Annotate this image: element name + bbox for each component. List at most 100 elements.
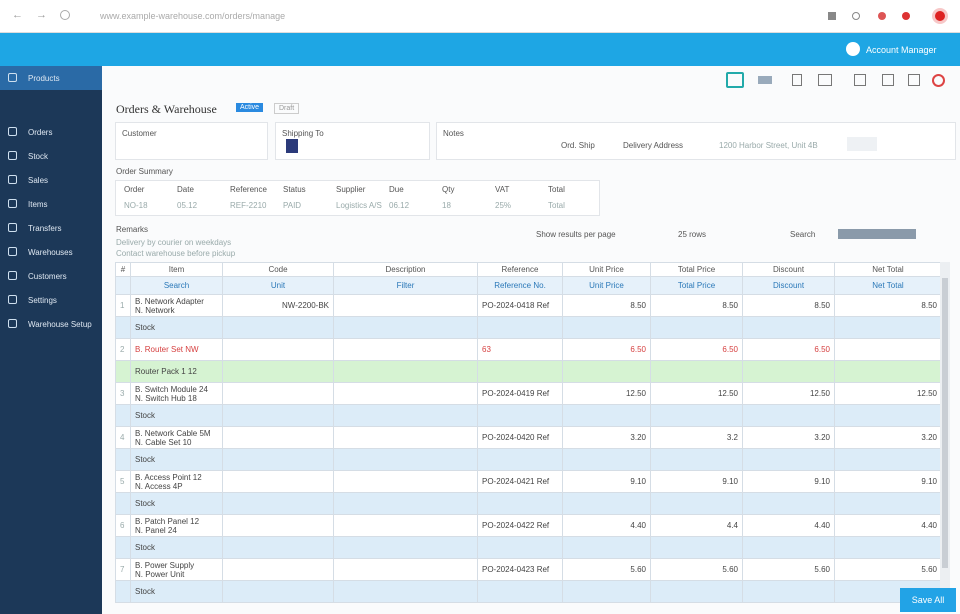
filter-cell[interactable]: Unit [222, 276, 334, 295]
sub-cell [115, 404, 131, 427]
sub-cell [477, 448, 563, 471]
item-subrow: Stock [115, 448, 942, 471]
column-header[interactable]: Discount [742, 262, 835, 277]
filter-cell[interactable]: Reference No. [477, 276, 563, 295]
sub-label: Stock [130, 316, 223, 339]
field-label: Order [124, 185, 145, 194]
item-row[interactable]: 4 B. Network Cable 5M N. Cable Set 10 PO-20… [115, 426, 942, 449]
nav-item[interactable]: Sales [0, 168, 102, 192]
filter-cell[interactable]: Net Total [834, 276, 942, 295]
save-button[interactable]: Save All [900, 588, 956, 612]
user-menu[interactable]: Account Manager [866, 45, 937, 55]
search-label: Search [790, 230, 816, 239]
item-row[interactable]: 6 B. Patch Panel 12 N. Panel 24 PO-2024-042… [115, 514, 942, 537]
item-name: B. Network Adapter [135, 296, 204, 306]
toolbar-icon[interactable] [758, 76, 772, 84]
filter-cell[interactable]: Filter [333, 276, 478, 295]
info-label: Shipping To [282, 129, 324, 138]
info-box: Shipping To [275, 122, 430, 160]
item-row[interactable]: 2 B. Router Set NW 63 6.50 6.50 6.50 [115, 338, 942, 361]
nav-item[interactable]: Items [0, 192, 102, 216]
toolbar-icon[interactable] [854, 74, 866, 86]
extension-icon[interactable] [902, 12, 910, 20]
field-label: Date [177, 185, 194, 194]
nav-item[interactable]: Settings [0, 288, 102, 312]
reload-button[interactable] [60, 10, 70, 20]
info-label: Ord. Ship [561, 141, 595, 150]
reference-cell: PO-2024-0423 Ref [477, 558, 563, 581]
extension-icon[interactable] [878, 12, 886, 20]
net-cell: 4.40 [834, 514, 942, 537]
user-avatar[interactable] [846, 42, 860, 56]
toolbar-icon[interactable] [908, 74, 920, 86]
field-label: Supplier [336, 185, 366, 194]
extension-icon[interactable] [852, 12, 860, 20]
scrollbar[interactable] [940, 262, 950, 598]
info-button[interactable] [847, 137, 877, 151]
scroll-thumb[interactable] [942, 278, 948, 568]
paging-select[interactable]: 25 rows [678, 230, 707, 239]
toolbar-icon[interactable] [792, 74, 802, 86]
item-row[interactable]: 5 B. Access Point 12 N. Access 4P PO-2024-0… [115, 470, 942, 493]
price-cell: 6.50 [562, 338, 651, 361]
item-cell: B. Patch Panel 12 N. Panel 24 [130, 514, 223, 537]
column-header[interactable]: Code [222, 262, 334, 277]
app-header: Account Manager [0, 33, 960, 66]
nav-item[interactable]: Orders [0, 120, 102, 144]
nav-item[interactable]: Transfers [0, 216, 102, 240]
code-cell: NW-2200-BK [222, 294, 334, 317]
column-header[interactable]: Total Price [650, 262, 743, 277]
column-header[interactable]: Unit Price [562, 262, 651, 277]
sub-label: Stock [130, 536, 223, 559]
toolbar-icon[interactable] [882, 74, 894, 86]
sub-cell [834, 404, 942, 427]
net-cell: 5.60 [834, 558, 942, 581]
row-number: 1 [115, 294, 131, 317]
filter-cell[interactable]: Unit Price [562, 276, 651, 295]
profile-button[interactable] [932, 8, 948, 24]
item-row[interactable]: 7 B. Power Supply N. Power Unit PO-2024-042… [115, 558, 942, 581]
code-cell [222, 558, 334, 581]
nav-item[interactable]: Warehouses [0, 240, 102, 264]
column-header[interactable]: Net Total [834, 262, 942, 277]
column-header[interactable]: Item [130, 262, 223, 277]
nav-item[interactable]: Products [0, 66, 102, 90]
sub-cell [834, 448, 942, 471]
sub-cell [834, 492, 942, 515]
toolbar-icon[interactable] [818, 74, 832, 86]
filter-cell[interactable]: Search [130, 276, 223, 295]
field-label: Status [283, 185, 306, 194]
nav-item[interactable]: Stock [0, 144, 102, 168]
disc-cell: 9.10 [742, 470, 835, 493]
tag: Draft [274, 103, 300, 114]
close-icon[interactable] [932, 74, 945, 87]
extension-icon[interactable] [828, 12, 836, 20]
column-header[interactable]: Description [333, 262, 478, 277]
nav-item[interactable]: Customers [0, 264, 102, 288]
item-row[interactable]: 3 B. Switch Module 24 N. Switch Hub 18 PO-2… [115, 382, 942, 405]
url[interactable]: www.example-warehouse.com/orders/manage [100, 11, 286, 21]
forward-button[interactable]: → [36, 9, 47, 21]
filter-cell [115, 276, 131, 295]
sub-label: Stock [130, 404, 223, 427]
sub-cell [650, 316, 743, 339]
paging-label: Show results per page [536, 230, 616, 239]
sub-cell [834, 360, 942, 383]
disc-cell: 6.50 [742, 338, 835, 361]
back-button[interactable]: ← [12, 9, 23, 21]
search-input[interactable] [838, 229, 916, 239]
total-cell: 3.2 [650, 426, 743, 449]
filter-cell[interactable]: Total Price [650, 276, 743, 295]
item-row[interactable]: 1 B. Network Adapter N. Network NW-2200-BK P… [115, 294, 942, 317]
sub-cell [222, 580, 334, 603]
nav-icon [8, 127, 17, 136]
column-header[interactable]: # [115, 262, 131, 277]
sub-cell [562, 360, 651, 383]
nav-item[interactable]: Warehouse Setup [0, 312, 102, 336]
header-row: # Item Code Description Reference Unit Price T… [115, 262, 942, 277]
filter-cell[interactable]: Discount [742, 276, 835, 295]
sub-cell [562, 316, 651, 339]
toolbar-icon[interactable] [726, 72, 744, 88]
column-header[interactable]: Reference [477, 262, 563, 277]
section-title: Remarks [116, 225, 149, 234]
